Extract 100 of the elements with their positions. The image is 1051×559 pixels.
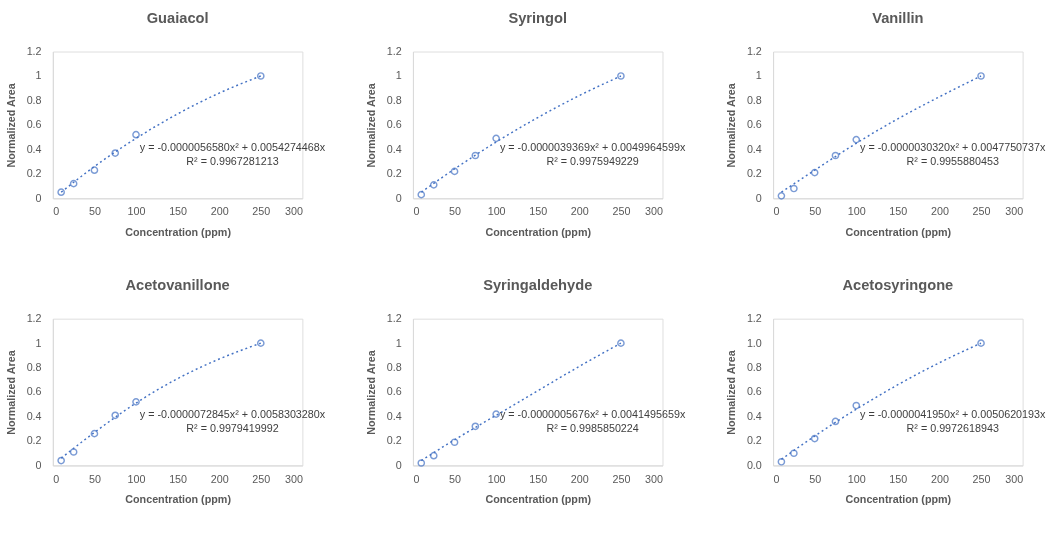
y-tick-label: 1 <box>395 69 402 82</box>
chart-title: Syringaldehyde <box>483 277 593 294</box>
y-tick-label: 0.4 <box>26 142 42 155</box>
point <box>777 192 786 200</box>
point <box>132 130 140 139</box>
y-tick-label: 0.6 <box>746 385 762 398</box>
point <box>429 181 438 189</box>
x-axis-title: Concentration (ppm) <box>845 225 952 238</box>
x-axis-title: Concentration (ppm) <box>125 225 232 238</box>
x-tick-label: 150 <box>529 205 548 218</box>
point <box>417 459 426 467</box>
x-tick-label: 100 <box>127 205 146 218</box>
y-tick-label: 0.4 <box>746 142 762 155</box>
x-tick-label: 50 <box>809 205 822 218</box>
annotation: y = -0.0000005676x² + 0.0041495659x <box>499 408 686 421</box>
annotation: y = -0.0000072845x² + 0.0058303280x <box>139 408 326 421</box>
y-tick-label: 0 <box>395 191 402 204</box>
point <box>90 166 99 174</box>
x-tick-label: 300 <box>645 205 664 218</box>
x-tick-label: 50 <box>88 205 101 218</box>
y-tick-label: 0.4 <box>746 409 762 422</box>
point <box>256 339 265 347</box>
x-axis-title: Concentration (ppm) <box>485 225 592 238</box>
x-tick-label: 300 <box>284 472 303 485</box>
point <box>831 151 840 160</box>
x-tick-label: 200 <box>210 472 229 485</box>
point <box>492 134 500 143</box>
x-axis-title: Concentration (ppm) <box>845 493 952 506</box>
x-tick-label: 200 <box>570 205 589 218</box>
annotation: R² = 0.9975949229 <box>546 155 639 168</box>
chart-title: Acetosyringone <box>842 277 954 294</box>
point <box>471 151 480 160</box>
point <box>852 401 861 410</box>
y-tick-label: 0.6 <box>26 118 42 131</box>
chart-title: Vanillin <box>872 10 924 27</box>
point <box>617 339 625 347</box>
x-tick-label: 300 <box>284 205 303 218</box>
x-tick-label: 300 <box>645 472 664 485</box>
point <box>810 168 819 177</box>
point <box>450 167 459 176</box>
y-tick-label: 0.6 <box>386 385 402 398</box>
x-tick-label: 150 <box>889 472 908 485</box>
y-tick-label: 0.0 <box>746 458 762 471</box>
y-tick-label: 1 <box>395 336 402 349</box>
y-tick-label: 0.8 <box>746 361 762 374</box>
point <box>256 72 265 80</box>
y-axis-title: Normalized Area <box>4 349 17 435</box>
x-tick-label: 50 <box>449 205 462 218</box>
point <box>90 429 99 438</box>
chart-title: Syringol <box>508 10 568 27</box>
y-tick-label: 0.6 <box>746 118 762 131</box>
y-axis-title: Normalized Area <box>4 82 17 168</box>
y-tick-label: 0.4 <box>386 409 402 422</box>
point <box>790 184 798 193</box>
y-tick-label: 1 <box>755 69 762 82</box>
x-tick-label: 200 <box>210 205 229 218</box>
y-tick-label: 0.2 <box>386 167 402 180</box>
x-tick-label: 250 <box>612 472 631 485</box>
point <box>471 422 480 431</box>
x-tick-label: 50 <box>449 472 462 485</box>
chart-title: Guaiacol <box>146 10 209 27</box>
x-tick-label: 50 <box>809 472 822 485</box>
y-axis-title: Normalized Area <box>725 82 738 168</box>
x-tick-label: 150 <box>169 472 188 485</box>
y-tick-label: 0 <box>395 458 402 471</box>
point <box>777 457 786 466</box>
x-tick-label: 100 <box>487 205 506 218</box>
point <box>977 339 985 347</box>
y-tick-label: 0.4 <box>386 142 402 155</box>
x-tick-label: 100 <box>847 472 866 485</box>
point <box>450 438 459 447</box>
x-tick-label: 0 <box>53 472 60 485</box>
y-tick-label: 0.8 <box>26 361 42 374</box>
x-tick-label: 200 <box>930 472 949 485</box>
annotation: R² = 0.9979419992 <box>186 422 279 435</box>
x-tick-label: 0 <box>773 472 780 485</box>
y-tick-label: 0.8 <box>386 361 402 374</box>
x-tick-label: 200 <box>570 472 589 485</box>
y-tick-label: 0.8 <box>26 93 42 106</box>
point <box>57 456 65 465</box>
x-tick-label: 0 <box>773 205 780 218</box>
x-tick-label: 100 <box>127 472 146 485</box>
y-axis-title: Normalized Area <box>365 349 377 435</box>
y-tick-label: 0.6 <box>26 385 42 398</box>
x-tick-label: 0 <box>413 472 420 485</box>
y-tick-label: 1.2 <box>746 312 762 325</box>
point <box>417 190 426 199</box>
y-tick-label: 1.2 <box>746 44 762 57</box>
x-tick-label: 150 <box>169 205 188 218</box>
y-tick-label: 0.2 <box>386 434 402 447</box>
x-tick-label: 150 <box>529 472 548 485</box>
x-axis-title: Concentration (ppm) <box>125 493 232 506</box>
point <box>852 135 861 144</box>
chart-title: Acetovanillone <box>125 277 230 294</box>
y-tick-label: 0.6 <box>386 118 402 131</box>
point <box>831 417 840 426</box>
y-tick-label: 1.2 <box>386 44 402 57</box>
x-tick-label: 250 <box>252 472 271 485</box>
point <box>69 179 78 188</box>
x-tick-label: 50 <box>88 472 101 485</box>
